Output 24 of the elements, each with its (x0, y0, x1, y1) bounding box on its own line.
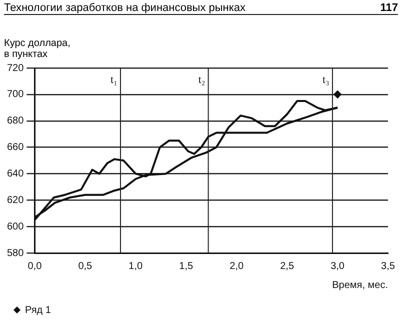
x-tick-label: 3,0 (330, 260, 345, 272)
x-tick-label: 2,0 (230, 260, 244, 272)
y-tick-label: 660 (6, 142, 24, 154)
y-tick-label: 720 (6, 62, 24, 74)
y-tick-label: 700 (6, 89, 24, 100)
y-tick-label: 620 (6, 194, 24, 206)
ref-line-label: t₂ (198, 74, 206, 86)
x-tick-label: 0,5 (78, 260, 93, 272)
x-tick-label: 0,0 (28, 260, 42, 272)
y-tick-label: 640 (6, 168, 24, 180)
ref-line-label: t₃ (322, 74, 330, 86)
y-tick-label: 600 (6, 221, 24, 232)
y-axis-title: Курс доллара, в пунктах (4, 38, 70, 60)
y-tick-label: 680 (6, 116, 24, 127)
x-axis-title: Время, мес. (332, 280, 388, 291)
x-tick-label: 1,5 (179, 260, 194, 272)
x-tick-label: 2,5 (280, 260, 294, 272)
y-tick-label: 580 (6, 248, 24, 259)
x-tick-label: 3,5 (381, 260, 396, 272)
chart-title: Технологии заработков на финансовых рынках (4, 2, 246, 14)
text: 117 (380, 2, 398, 14)
x-tick-label: 1,0 (128, 260, 144, 272)
legend-label: Ряд 1 (25, 304, 52, 316)
ref-line-label: t₁ (110, 74, 118, 86)
